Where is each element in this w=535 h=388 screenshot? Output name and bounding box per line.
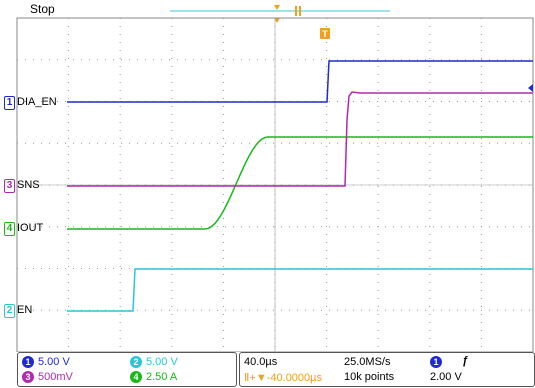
ch1-label[interactable]: 1 DIA_EN (4, 96, 57, 110)
ch1-number: 1 (4, 96, 15, 110)
ch4-label[interactable]: 4 IOUT (4, 222, 43, 236)
trigger-t-label: T (322, 29, 328, 39)
channel-scale-box: 1 5.00 V 3 500mV 2 5.00 V 4 2.50 A (17, 352, 237, 387)
ch4-waveform (67, 136, 533, 230)
ch1-name: DIA_EN (17, 96, 57, 108)
delay-marker-right (299, 6, 301, 16)
ch2-name: EN (17, 304, 33, 316)
ch2-scale: 5.00 V (146, 356, 178, 368)
readout-panel: 1 5.00 V 3 500mV 2 5.00 V 4 2.50 A 40.0µs 25… (17, 352, 535, 387)
trigger-source-badge: 1 (430, 356, 442, 369)
trigger-position-marker (274, 5, 280, 10)
record-length-readout: 10k points (344, 371, 395, 383)
timebase-readout[interactable]: 40.0µs (244, 356, 278, 368)
trigger-level-readout[interactable]: 2.00 V (430, 371, 462, 383)
trigger-t-marker (320, 28, 330, 39)
ch3-name: SNS (17, 179, 40, 191)
ch1-badge: 1 (22, 356, 34, 369)
ch2-badge: 2 (130, 356, 142, 369)
ch1-scale-readout[interactable]: 1 5.00 V (22, 356, 70, 369)
ch4-scale-readout[interactable]: 4 2.50 A (130, 371, 178, 384)
graticule-grid (17, 18, 533, 352)
delay-icon: Ⅱ+▼ (244, 372, 267, 384)
sample-rate-readout: 25.0MS/s (344, 356, 391, 368)
delay-marker-left (295, 6, 297, 16)
ch4-number: 4 (4, 222, 15, 236)
top-status-bar: Stop (0, 0, 535, 18)
center-marker (274, 18, 280, 23)
ch4-scale: 2.50 A (146, 371, 178, 383)
ch1-scale: 5.00 V (38, 356, 70, 368)
ch2-waveform (67, 268, 533, 312)
delay-readout[interactable]: Ⅱ+▼-40.0000µs (244, 371, 322, 384)
ch4-badge: 4 (130, 371, 142, 384)
trigger-slope-icon: ƒ (462, 355, 469, 367)
ch3-label[interactable]: 3 SNS (4, 179, 40, 193)
ch2-label[interactable]: 2 EN (4, 304, 32, 318)
ch2-number: 2 (4, 304, 15, 318)
ch1-level-marker (528, 84, 533, 92)
ch3-scale: 500mV (38, 371, 73, 383)
ch3-number: 3 (4, 179, 15, 193)
trigger-source-readout[interactable]: 1 (430, 356, 446, 369)
ch3-scale-readout[interactable]: 3 500mV (22, 371, 73, 384)
acquisition-status: Stop (30, 2, 55, 16)
ch4-name: IOUT (17, 222, 44, 234)
delay-value: -40.0000µs (266, 372, 322, 384)
ch1-waveform (67, 60, 533, 103)
ch3-waveform (67, 91, 533, 187)
ch2-scale-readout[interactable]: 2 5.00 V (130, 356, 178, 369)
horizontal-trigger-box: 40.0µs 25.0MS/s Ⅱ+▼-40.0000µs 10k points… (239, 352, 535, 387)
ch3-badge: 3 (22, 371, 34, 384)
oscilloscope-graticule: T (16, 5, 534, 352)
